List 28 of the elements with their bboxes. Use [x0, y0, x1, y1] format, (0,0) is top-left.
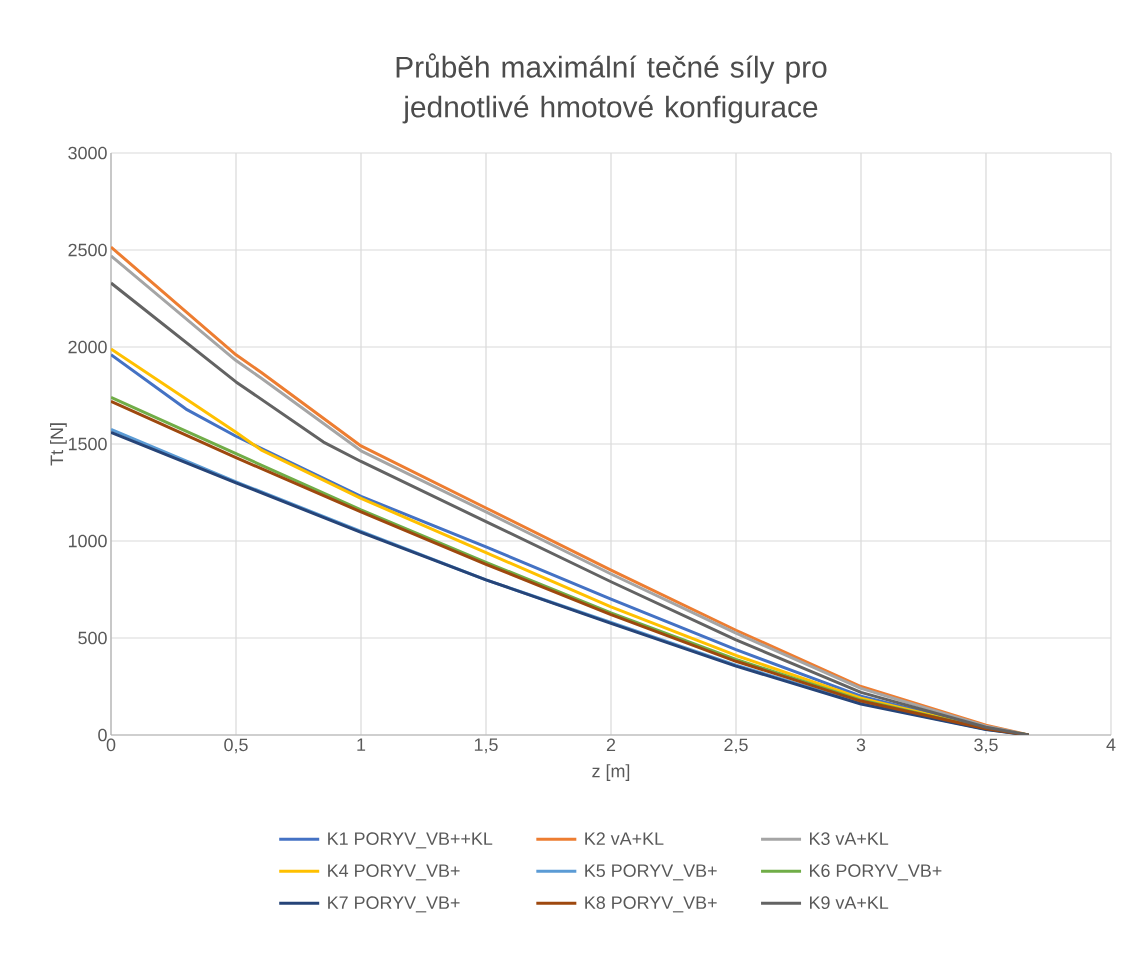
x-axis-title: z [m] [592, 764, 630, 781]
y-tick-label: 3000 [68, 146, 107, 160]
legend-label: K4 PORYV_VB+ [328, 864, 460, 881]
y-tick-label: 1000 [68, 534, 107, 548]
x-tick-label: 0,5 [224, 738, 248, 754]
legend-label: K2 vA+KL [585, 832, 664, 845]
legend-label: K6 PORYV_VB+ [810, 864, 942, 881]
legend-label: K3 vA+KL [810, 832, 889, 845]
y-tick-label: 2500 [68, 243, 107, 257]
legend-label: K9 vA+KL [810, 896, 889, 909]
y-axis-title: Tt [N] [50, 423, 67, 466]
legend-label: K1 PORYV_VB++KL [328, 832, 493, 849]
y-tick-label: 2000 [68, 340, 107, 354]
y-tick-label: 1500 [68, 437, 107, 451]
x-tick-label: 4 [1106, 738, 1116, 751]
x-tick-label: 3,5 [974, 738, 998, 754]
legend-label: K7 PORYV_VB+ [328, 896, 460, 913]
legend-label: K5 PORYV_VB+ [585, 864, 717, 881]
x-tick-label: 1 [357, 738, 366, 751]
y-tick-label: 500 [78, 631, 107, 645]
chart-title: Průběh maximální tečné síly pro jednotlivé hmotové konfigurace [396, 53, 827, 124]
x-tick-label: 2 [606, 738, 616, 752]
x-tick-label: 0 [106, 738, 116, 752]
x-tick-label: 3 [856, 738, 866, 752]
legend-label: K8 PORYV_VB+ [585, 896, 717, 913]
x-tick-label: 2,5 [724, 738, 748, 754]
x-tick-label: 1,5 [474, 738, 498, 754]
y-tick-label: 0 [98, 728, 107, 742]
